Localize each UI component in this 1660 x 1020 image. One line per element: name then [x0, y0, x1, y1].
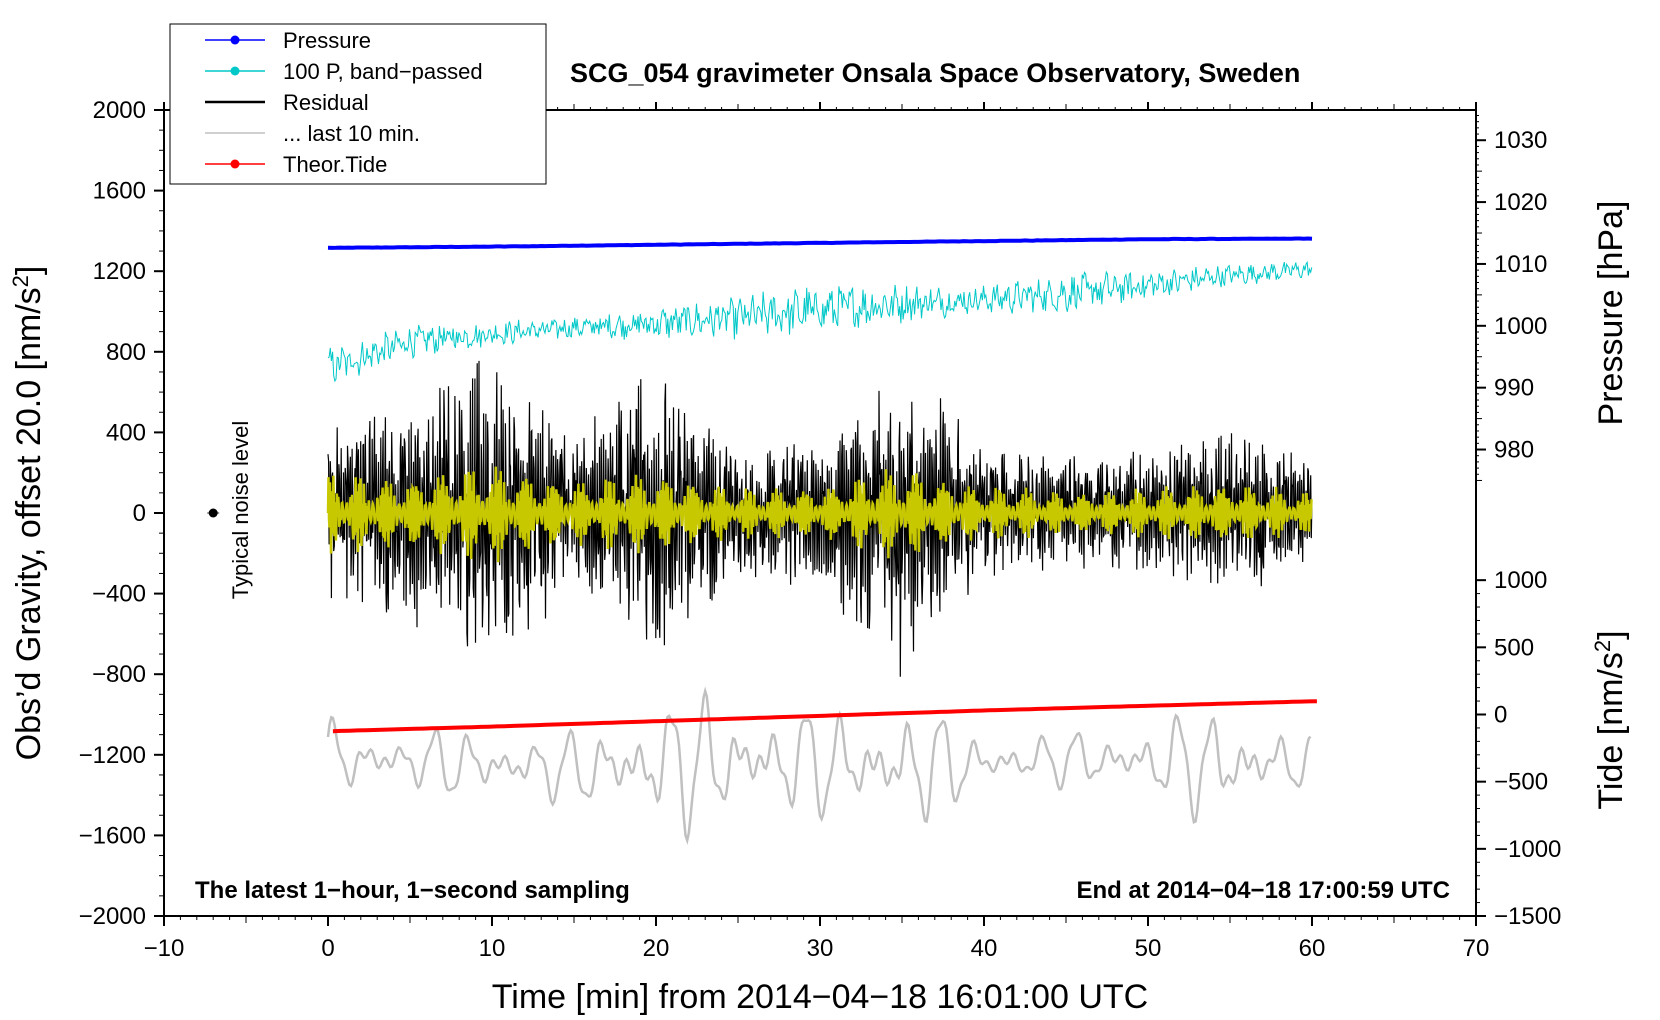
- legend-marker: [230, 35, 240, 45]
- y-left-tick-label: −1200: [79, 742, 146, 769]
- noise-point: [208, 508, 218, 518]
- y-left-tick-label: 0: [133, 500, 146, 527]
- noise-label: Typical noise level: [228, 421, 253, 600]
- y-axis-left-title-main: Obs’d Gravity, offset 20.0 [nm/s: [10, 287, 48, 760]
- annotation-left: The latest 1−hour, 1−second sampling: [195, 877, 630, 904]
- series-last-10-min-line: [326, 686, 1312, 846]
- legend-label: ... last 10 min.: [283, 121, 420, 146]
- series-layer: [207, 236, 1317, 846]
- series-theor-tide-line: [332, 699, 1317, 734]
- legend-marker: [230, 159, 240, 169]
- y-right-pressure-tick-label: 1020: [1494, 189, 1547, 216]
- legend-label: Pressure: [283, 28, 371, 53]
- y-right-pressure-tick-label: 1000: [1494, 313, 1547, 340]
- y-right-pressure-tick-label: 1030: [1494, 127, 1547, 154]
- y-left-tick-label: 1200: [93, 258, 146, 285]
- y-right-tide-tick-label: 500: [1494, 634, 1534, 661]
- y-axis-right-tide-title-close: ]: [1592, 630, 1630, 639]
- legend-label: 100 P, band−passed: [283, 59, 483, 84]
- y-left-tick-label: −1600: [79, 822, 146, 849]
- x-tick-label: 30: [807, 935, 834, 962]
- legend-box: [169, 23, 547, 185]
- y-left-tick-label: 1600: [93, 178, 146, 205]
- x-tick-label: 40: [971, 935, 998, 962]
- chart-title: SCG_054 gravimeter Onsala Space Observat…: [570, 58, 1300, 88]
- y-left-tick-label: −400: [92, 581, 146, 608]
- y-axis-right-tide-title: Tide [nm/s2]: [1590, 630, 1630, 809]
- y-axis-right-tide-title-main: Tide [nm/s: [1592, 652, 1630, 809]
- series-pressure-line: [327, 236, 1313, 250]
- y-left-tick-label: −2000: [79, 903, 146, 930]
- y-right-tide-tick-label: 0: [1494, 702, 1507, 729]
- x-axis-title: Time [min] from 2014−04−18 16:01:00 UTC: [492, 978, 1148, 1016]
- series-residual-smoothed-line: [326, 466, 1313, 563]
- y-axis-right-pressure-title: Pressure [hPa]: [1592, 201, 1630, 426]
- y-right-pressure-tick-label: 980: [1494, 437, 1534, 464]
- y-axis-left-title-sup: 2: [8, 275, 33, 287]
- y-right-tide-tick-label: 1000: [1494, 567, 1547, 594]
- y-right-tide-tick-label: −1000: [1494, 836, 1561, 863]
- y-right-pressure-tick-label: 990: [1494, 375, 1534, 402]
- y-right-pressure-tick-label: 1010: [1494, 251, 1547, 278]
- y-axis-right-tide-title-sup: 2: [1590, 640, 1615, 652]
- y-left-tick-label: 2000: [93, 97, 146, 124]
- x-tick-label: 60: [1299, 935, 1326, 962]
- legend-marker: [230, 66, 240, 76]
- y-right-tide-tick-label: −500: [1494, 769, 1548, 796]
- legend-label: Theor.Tide: [283, 152, 387, 177]
- series-band-passed-line: [327, 260, 1313, 383]
- x-tick-label: 10: [479, 935, 506, 962]
- y-left-tick-label: −800: [92, 661, 146, 688]
- legend: Pressure 100 P, band−passed Residual ... la…: [169, 23, 547, 185]
- x-tick-label: 0: [321, 935, 334, 962]
- annotation-right: End at 2014−04−18 17:00:59 UTC: [1076, 877, 1450, 904]
- y-axis-left-title-close: ]: [10, 266, 48, 275]
- legend-label: Residual: [283, 90, 369, 115]
- y-right-tide-tick-label: −1500: [1494, 903, 1561, 930]
- x-tick-label: 50: [1135, 935, 1162, 962]
- x-tick-label: 20: [643, 935, 670, 962]
- y-left-tick-label: 800: [106, 339, 146, 366]
- x-tick-label: 70: [1463, 935, 1490, 962]
- y-axis-left-title: Obs’d Gravity, offset 20.0 [nm/s2]: [8, 266, 48, 761]
- x-tick-label: −10: [144, 935, 185, 962]
- y-left-tick-label: 400: [106, 419, 146, 446]
- axis-ticks: −10 0 10 20 30 40 50 60 702000160012008004000−40…: [79, 97, 1562, 962]
